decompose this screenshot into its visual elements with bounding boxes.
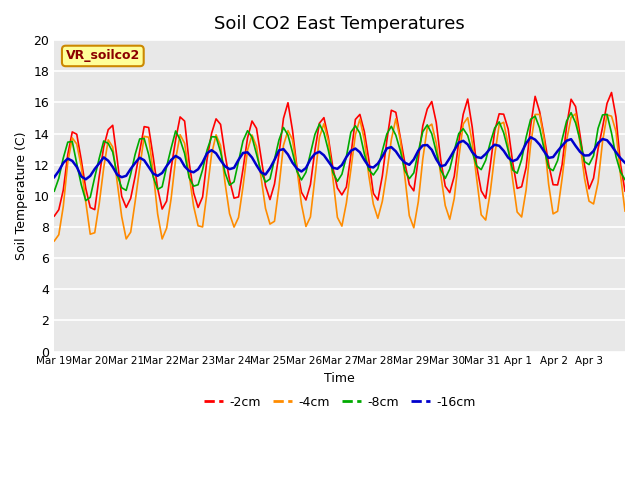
-2cm bbox=[540, 133, 548, 139]
-4cm bbox=[598, 139, 606, 144]
-4cm bbox=[347, 167, 355, 172]
-8cm bbox=[195, 182, 202, 188]
-8cm bbox=[82, 198, 90, 204]
-16cm bbox=[621, 160, 629, 166]
-8cm bbox=[567, 110, 575, 116]
-16cm bbox=[527, 134, 534, 140]
Y-axis label: Soil Temperature (C): Soil Temperature (C) bbox=[15, 132, 28, 260]
-16cm bbox=[549, 154, 557, 160]
-8cm bbox=[51, 188, 58, 194]
-2cm bbox=[262, 183, 269, 189]
-8cm bbox=[351, 123, 359, 129]
Line: -16cm: -16cm bbox=[54, 137, 625, 180]
-2cm bbox=[51, 213, 58, 219]
-16cm bbox=[82, 177, 90, 182]
Line: -2cm: -2cm bbox=[54, 93, 625, 216]
-2cm bbox=[621, 188, 629, 194]
-16cm bbox=[351, 145, 359, 151]
-8cm bbox=[266, 176, 274, 182]
-2cm bbox=[347, 152, 355, 158]
Legend: -2cm, -4cm, -8cm, -16cm: -2cm, -4cm, -8cm, -16cm bbox=[199, 391, 481, 414]
-8cm bbox=[289, 149, 296, 155]
-4cm bbox=[189, 203, 197, 209]
Line: -8cm: -8cm bbox=[54, 113, 625, 201]
-4cm bbox=[284, 128, 292, 133]
-4cm bbox=[51, 238, 58, 244]
-4cm bbox=[262, 205, 269, 211]
-2cm bbox=[594, 146, 602, 152]
-4cm bbox=[621, 208, 629, 214]
-16cm bbox=[289, 160, 296, 166]
-4cm bbox=[540, 136, 548, 142]
-2cm bbox=[189, 190, 197, 196]
Title: Soil CO2 East Temperatures: Soil CO2 East Temperatures bbox=[214, 15, 465, 33]
-8cm bbox=[621, 177, 629, 182]
Line: -4cm: -4cm bbox=[54, 114, 625, 241]
-8cm bbox=[603, 111, 611, 117]
-2cm bbox=[284, 100, 292, 106]
-4cm bbox=[572, 111, 579, 117]
-16cm bbox=[603, 137, 611, 143]
-16cm bbox=[266, 165, 274, 171]
-2cm bbox=[607, 90, 615, 96]
Text: VR_soilco2: VR_soilco2 bbox=[66, 49, 140, 62]
-16cm bbox=[51, 174, 58, 180]
-8cm bbox=[545, 165, 552, 171]
-16cm bbox=[195, 167, 202, 172]
X-axis label: Time: Time bbox=[324, 372, 355, 385]
